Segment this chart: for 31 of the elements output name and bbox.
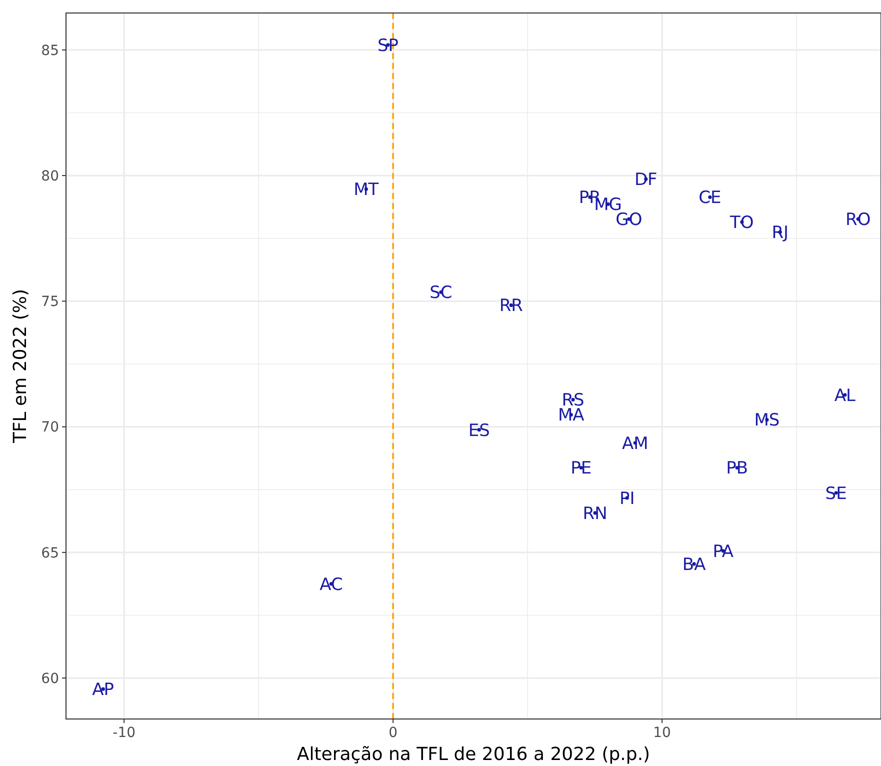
x-tick-label: 10 (653, 725, 671, 741)
data-label: CE (698, 188, 722, 208)
y-tick-label: 65 (41, 545, 59, 562)
data-label: AL (834, 386, 856, 406)
y-tick-label: 75 (41, 294, 59, 310)
y-axis-title: TFL em 2022 (%) (10, 288, 31, 444)
data-label: AM (622, 434, 648, 454)
data-label: PB (726, 458, 748, 479)
data-label: RN (582, 504, 608, 524)
data-label: PE (570, 458, 592, 479)
data-label: AP (92, 680, 114, 700)
data-label: RO (846, 210, 871, 230)
data-label: PA (712, 542, 734, 562)
data-label: AC (320, 574, 343, 595)
data-label: MS (754, 410, 780, 431)
data-label: ES (468, 420, 490, 441)
x-axis-title: Alteração na TFL de 2016 a 2022 (p.p.) (296, 744, 650, 765)
y-tick-label: 80 (41, 168, 59, 184)
y-tick-label: 70 (41, 420, 59, 436)
y-tick-label: 85 (41, 42, 59, 59)
y-tick-label: 60 (41, 670, 59, 687)
data-label: DF (634, 170, 658, 190)
x-tick-label: -10 (112, 725, 136, 741)
data-label: SC (430, 283, 452, 304)
data-label: SE (825, 484, 847, 504)
x-tick-label: 0 (388, 725, 398, 741)
data-label: MT (354, 180, 380, 200)
data-label: GO (616, 210, 642, 230)
data-label: RR (499, 296, 524, 316)
data-label: BA (682, 554, 706, 575)
data-label: SP (377, 36, 398, 56)
